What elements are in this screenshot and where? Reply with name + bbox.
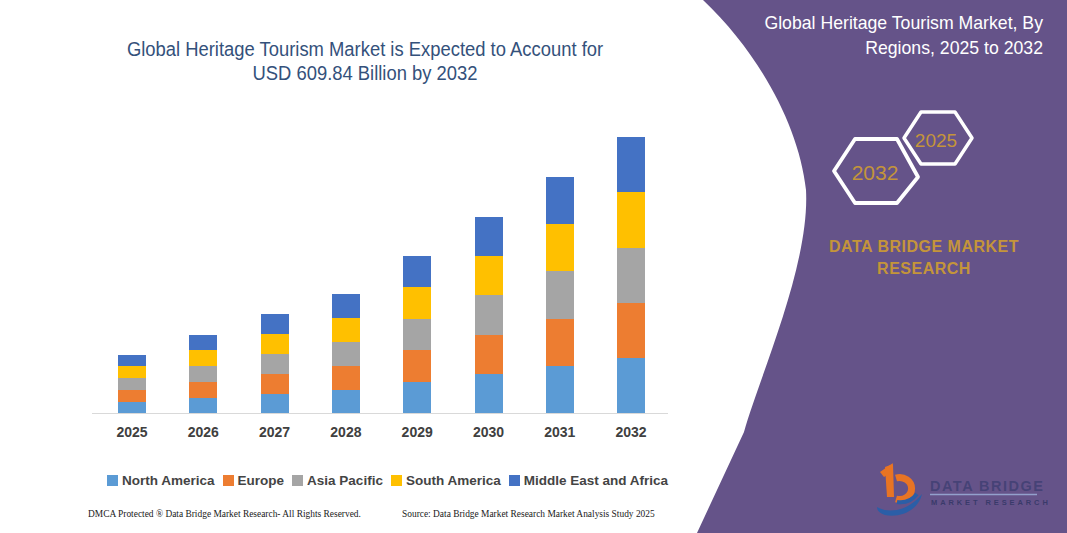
panel-title-line2: Regions, 2025 to 2032 (652, 36, 1043, 61)
hexagon-2032-label: 2032 (852, 161, 899, 184)
panel-title-line1: Global Heritage Tourism Market, By (652, 11, 1043, 36)
logo-brand-text: DATA BRIDGE (930, 478, 1045, 494)
brand-name-line2: RESEARCH (798, 258, 1050, 280)
brand-name: DATA BRIDGE MARKET RESEARCH (798, 236, 1050, 280)
company-logo: DATA BRIDGE MARKET RESEARCH (856, 452, 1066, 532)
panel-title: Global Heritage Tourism Market, By Regio… (652, 11, 1043, 60)
hexagon-2025-label: 2025 (915, 130, 957, 151)
logo-b-icon (877, 463, 922, 516)
brand-name-line1: DATA BRIDGE MARKET (798, 236, 1050, 258)
infographic-root: 20252026202720282029203020312032 Global … (0, 0, 1067, 533)
logo-tagline-text: MARKET RESEARCH (931, 498, 1051, 507)
